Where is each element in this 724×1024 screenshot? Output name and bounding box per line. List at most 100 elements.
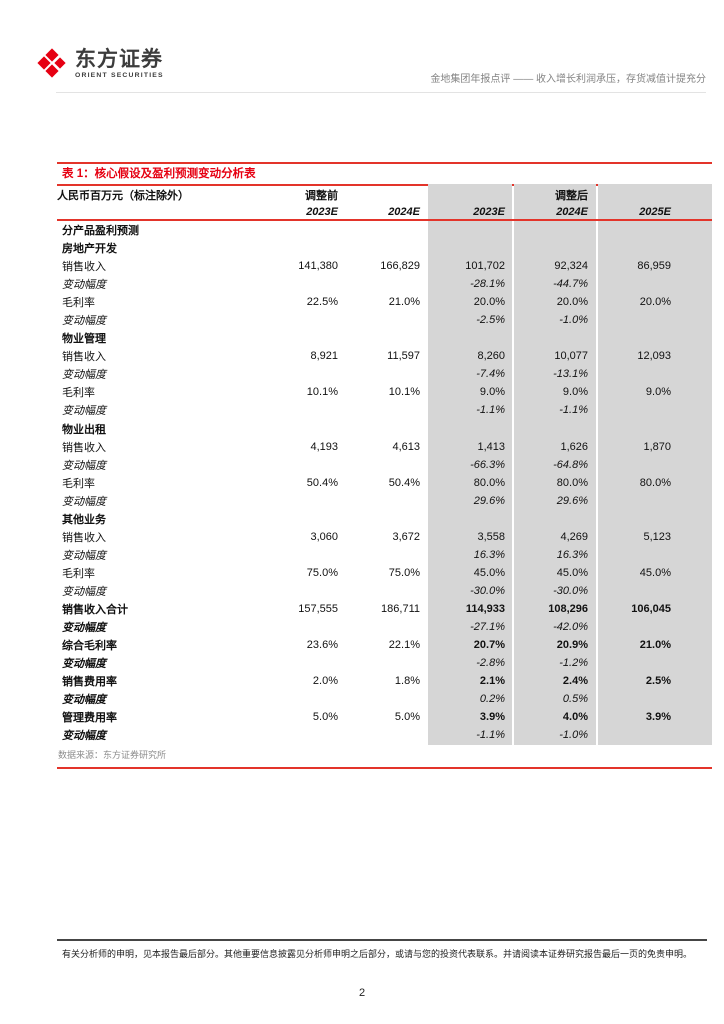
table-row: 变动幅度 -66.3% -64.8% <box>57 456 712 474</box>
cell-value: -1.0% <box>559 729 588 742</box>
table-header: 人民币百万元（标注除外） 调整前 调整后 2023E 2024E 2023E 2… <box>57 186 712 220</box>
table-row: 管理费用率 5.0% 5.0% 3.9% 4.0% 3.9% <box>57 708 712 726</box>
row-label: 变动幅度 <box>62 405 106 418</box>
cell-value: 80.0% <box>473 476 505 489</box>
cell-value: 3,060 <box>310 530 338 543</box>
cell-value: 4,269 <box>560 530 588 543</box>
cell-value: 20.0% <box>639 296 671 309</box>
cell-value: 9.0% <box>562 386 588 399</box>
table-row: 毛利率 22.5% 21.0% 20.0% 20.0% 20.0% <box>57 293 712 311</box>
table-row: 销售收入 3,060 3,672 3,558 4,269 5,123 <box>57 528 712 546</box>
cell-value: 101,702 <box>465 260 505 273</box>
cell-value: 22.1% <box>388 639 420 652</box>
table-row: 变动幅度 16.3% 16.3% <box>57 546 712 564</box>
cell-value: 166,829 <box>380 260 420 273</box>
cell-value: -1.1% <box>559 404 588 417</box>
cell-value: 10,077 <box>554 350 588 363</box>
cell-value: -27.1% <box>470 621 505 634</box>
cell-value: 8,921 <box>310 350 338 363</box>
table-row: 毛利率 10.1% 10.1% 9.0% 9.0% 9.0% <box>57 383 712 401</box>
table-row: 销售收入 141,380 166,829 101,702 92,324 86,959 <box>57 257 712 275</box>
cell-value: -2.8% <box>476 657 505 670</box>
table-row: 变动幅度 0.2% 0.5% <box>57 690 712 708</box>
cell-value: 4,193 <box>310 440 338 453</box>
orient-securities-logo: 东方证券 ORIENT SECURITIES <box>36 46 164 80</box>
row-label: 其他业务 <box>62 513 106 526</box>
cell-value: 2.1% <box>479 675 505 688</box>
row-label: 变动幅度 <box>62 658 106 671</box>
table-header-rule <box>57 219 712 221</box>
table-row: 销售费用率 2.0% 1.8% 2.1% 2.4% 2.5% <box>57 672 712 690</box>
cell-value: -30.0% <box>470 584 505 597</box>
highlight-column-band <box>514 184 596 745</box>
row-label: 综合毛利率 <box>62 640 117 653</box>
table-row: 变动幅度 -2.8% -1.2% <box>57 654 712 672</box>
cell-value: 4,613 <box>392 440 420 453</box>
cell-value: 20.9% <box>556 639 588 652</box>
header-divider <box>56 92 706 93</box>
unit-label: 人民币百万元（标注除外） <box>57 189 189 202</box>
cell-value: 29.6% <box>556 494 588 507</box>
table-row: 毛利率 75.0% 75.0% 45.0% 45.0% 45.0% <box>57 564 712 582</box>
table-row: 分产品盈利预测 <box>57 221 712 239</box>
cell-value: 5.0% <box>394 711 420 724</box>
highlight-column-band <box>428 184 512 745</box>
cell-value: 29.6% <box>473 494 505 507</box>
cell-value: -1.2% <box>559 657 588 670</box>
cell-value: 3,558 <box>477 530 505 543</box>
cell-value: 86,959 <box>637 260 671 273</box>
row-label: 变动幅度 <box>62 495 106 508</box>
row-label: 变动幅度 <box>62 622 106 635</box>
logo-cn-text: 东方证券 <box>75 47 163 71</box>
table-row: 变动幅度 -30.0% -30.0% <box>57 582 712 600</box>
cell-value: 22.5% <box>306 296 338 309</box>
table-title-rule <box>57 184 712 186</box>
table-row: 变动幅度 -1.1% -1.1% <box>57 401 712 419</box>
row-label: 变动幅度 <box>62 279 106 292</box>
cell-value: -64.8% <box>553 458 588 471</box>
table-row: 销售收入 4,193 4,613 1,413 1,626 1,870 <box>57 438 712 456</box>
row-label: 管理费用率 <box>62 712 117 725</box>
row-label: 销售费用率 <box>62 676 117 689</box>
table-row: 变动幅度 29.6% 29.6% <box>57 492 712 510</box>
cell-value: 3,672 <box>392 530 420 543</box>
logo-text: 东方证券 ORIENT SECURITIES <box>75 48 164 79</box>
cell-value: -1.1% <box>476 729 505 742</box>
cell-value: 3.9% <box>645 711 671 724</box>
row-label: 毛利率 <box>62 297 95 310</box>
cell-value: 2.5% <box>645 675 671 688</box>
cell-value: 0.2% <box>479 693 505 706</box>
table-source-note: 数据来源：东方证券研究所 <box>58 750 167 760</box>
cell-value: 45.0% <box>556 566 588 579</box>
cell-value: 9.0% <box>479 386 505 399</box>
cell-value: 2.4% <box>562 675 588 688</box>
table-row: 销售收入合计 157,555 186,711 114,933 108,296 106,04… <box>57 600 712 618</box>
cell-value: 16.3% <box>556 548 588 561</box>
cell-value: 186,711 <box>381 603 420 615</box>
report-header-title: 金地集团年报点评 —— 收入增长利润承压，存货减值计提充分 <box>430 74 706 85</box>
cell-value: 5,123 <box>643 530 671 543</box>
cell-value: 80.0% <box>556 476 588 489</box>
row-label: 销售收入 <box>62 261 106 274</box>
cell-value: -44.7% <box>553 278 588 291</box>
cell-value: 5.0% <box>312 711 338 724</box>
cell-value: 11,597 <box>387 350 420 363</box>
row-label: 变动幅度 <box>62 585 106 598</box>
cell-value: 157,555 <box>298 603 338 615</box>
cell-value: 2.0% <box>312 675 338 688</box>
row-label: 毛利率 <box>62 477 95 490</box>
table-bottom-rule <box>57 767 712 769</box>
cell-value: 23.6% <box>306 639 338 652</box>
cell-value: 106,045 <box>631 603 671 615</box>
footer-disclaimer: 有关分析师的申明，见本报告最后部分。其他重要信息披露见分析师申明之后部分，或请与… <box>62 949 693 959</box>
cell-value: 16.3% <box>473 548 505 561</box>
table-header-row-years: 2023E 2024E 2023E 2024E 2025E <box>57 203 712 220</box>
diamond-clover-logo-icon <box>37 48 66 78</box>
cell-value: 1,870 <box>643 440 671 453</box>
row-label: 变动幅度 <box>62 549 106 562</box>
cell-value: -1.0% <box>559 314 588 327</box>
group-after-label: 调整后 <box>555 189 588 202</box>
row-label: 销售收入 <box>62 351 106 364</box>
footer-divider <box>57 939 707 941</box>
year-column-header: 2025E <box>639 205 671 218</box>
